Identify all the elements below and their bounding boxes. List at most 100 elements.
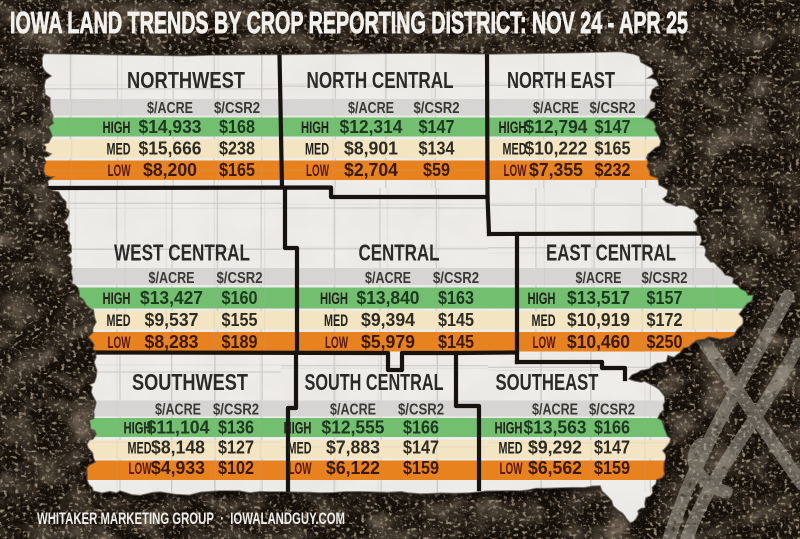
svg-text:$127: $127 [218,437,254,457]
svg-text:$10,460: $10,460 [567,332,630,352]
svg-text:$159: $159 [403,458,439,478]
svg-text:LOW: LOW [306,162,329,180]
svg-text:$/ACRE: $/ACRE [147,100,193,117]
svg-text:$9,292: $9,292 [528,437,582,457]
svg-text:$/CSR2: $/CSR2 [590,100,636,117]
svg-text:HIGH: HIGH [320,290,348,308]
svg-text:NORTH CENTRAL: NORTH CENTRAL [307,67,454,93]
svg-text:$8,901: $8,901 [344,138,398,158]
svg-text:LOW: LOW [108,334,131,352]
svg-text:$/ACRE: $/ACRE [155,402,201,419]
svg-text:LOW: LOW [108,162,131,180]
svg-text:MED: MED [324,312,348,330]
svg-text:MED: MED [128,439,152,457]
svg-text:$165: $165 [219,160,255,180]
svg-text:$/CSR2: $/CSR2 [398,402,444,419]
svg-text:$8,200: $8,200 [143,160,197,180]
svg-text:SOUTH CENTRAL: SOUTH CENTRAL [305,369,444,395]
svg-text:LOW: LOW [289,460,312,478]
svg-text:$166: $166 [594,417,630,437]
svg-text:$10,919: $10,919 [567,310,630,330]
svg-text:$/ACRE: $/ACRE [532,402,578,419]
svg-text:$134: $134 [419,138,455,158]
svg-text:LOW: LOW [129,460,152,478]
svg-text:MED: MED [503,140,527,158]
svg-text:$163: $163 [438,288,474,308]
svg-text:$/CSR2: $/CSR2 [589,402,635,419]
svg-text:MED: MED [107,312,131,330]
svg-text:$15,666: $15,666 [139,138,202,158]
svg-text:$59: $59 [423,160,450,180]
svg-text:$8,283: $8,283 [145,332,199,352]
svg-text:$2,704: $2,704 [344,160,398,180]
svg-text:$8,148: $8,148 [151,437,205,457]
svg-text:WEST CENTRAL: WEST CENTRAL [114,240,250,266]
svg-text:MED: MED [305,140,329,158]
svg-text:$/CSR2: $/CSR2 [214,100,260,117]
svg-text:$4,933: $4,933 [151,458,205,478]
svg-text:LOW: LOW [325,334,348,352]
svg-text:MED: MED [107,140,131,158]
svg-text:$145: $145 [438,310,474,330]
svg-text:HIGH: HIGH [495,419,523,437]
svg-text:$/ACRE: $/ACRE [149,270,195,287]
svg-text:$/CSR2: $/CSR2 [213,402,259,419]
svg-text:$11,104: $11,104 [147,417,210,437]
svg-text:$6,122: $6,122 [326,458,380,478]
svg-text:$12,314: $12,314 [340,117,403,137]
svg-text:HIGH: HIGH [301,119,329,137]
svg-text:$147: $147 [419,117,455,137]
svg-text:$13,427: $13,427 [140,288,203,308]
svg-text:$9,394: $9,394 [361,310,415,330]
svg-text:$13,840: $13,840 [357,288,420,308]
svg-text:$/ACRE: $/ACRE [365,270,411,287]
svg-text:SOUTHEAST: SOUTHEAST [496,369,599,395]
svg-text:$12,555: $12,555 [322,417,385,437]
svg-text:HIGH: HIGH [284,419,312,437]
svg-text:LOW: LOW [504,162,527,180]
svg-text:EAST CENTRAL: EAST CENTRAL [546,240,676,266]
svg-text:$147: $147 [403,437,439,457]
svg-text:$155: $155 [222,310,258,330]
svg-text:$13,563: $13,563 [524,417,587,437]
svg-text:$9,537: $9,537 [145,310,199,330]
svg-text:NORTHWEST: NORTHWEST [127,67,245,93]
svg-text:NORTH EAST: NORTH EAST [507,67,615,93]
svg-text:$232: $232 [595,160,631,180]
svg-text:$/CSR2: $/CSR2 [433,270,479,287]
svg-text:$12,794: $12,794 [525,117,588,137]
svg-text:$/CSR2: $/CSR2 [642,270,688,287]
svg-text:$6,562: $6,562 [528,458,582,478]
svg-text:$160: $160 [222,288,258,308]
svg-text:$250: $250 [647,332,683,352]
svg-text:HIGH: HIGH [103,119,131,137]
svg-text:SOUTHWEST: SOUTHWEST [132,369,248,395]
svg-text:$189: $189 [222,332,258,352]
svg-text:$/ACRE: $/ACRE [576,270,622,287]
svg-text:MED: MED [499,439,523,457]
svg-text:$136: $136 [218,417,254,437]
svg-text:$102: $102 [218,458,254,478]
svg-text:WHITAKER MARKETING GROUP · I: WHITAKER MARKETING GROUP · IOWALANDGUY.C… [37,509,345,528]
svg-text:IOWA LAND TRENDS BY CROP REPOR: IOWA LAND TRENDS BY CROP REPORTING DISTR… [10,6,688,40]
svg-text:$14,933: $14,933 [139,117,202,137]
svg-text:HIGH: HIGH [103,290,131,308]
svg-text:HIGH: HIGH [499,119,527,137]
svg-text:$168: $168 [219,117,255,137]
svg-text:CENTRAL: CENTRAL [359,240,440,266]
svg-text:$157: $157 [647,288,683,308]
svg-text:MED: MED [532,312,556,330]
svg-text:$147: $147 [594,437,630,457]
svg-text:$5,979: $5,979 [361,332,415,352]
svg-text:$/CSR2: $/CSR2 [217,270,263,287]
svg-text:LOW: LOW [500,460,523,478]
svg-text:$166: $166 [403,417,439,437]
svg-text:$7,355: $7,355 [529,160,583,180]
svg-text:$172: $172 [647,310,683,330]
svg-text:$147: $147 [595,117,631,137]
svg-text:HIGH: HIGH [528,290,556,308]
svg-text:HIGH: HIGH [124,419,152,437]
svg-text:$13,517: $13,517 [567,288,630,308]
svg-text:$/ACRE: $/ACRE [330,402,376,419]
svg-text:$238: $238 [219,138,255,158]
